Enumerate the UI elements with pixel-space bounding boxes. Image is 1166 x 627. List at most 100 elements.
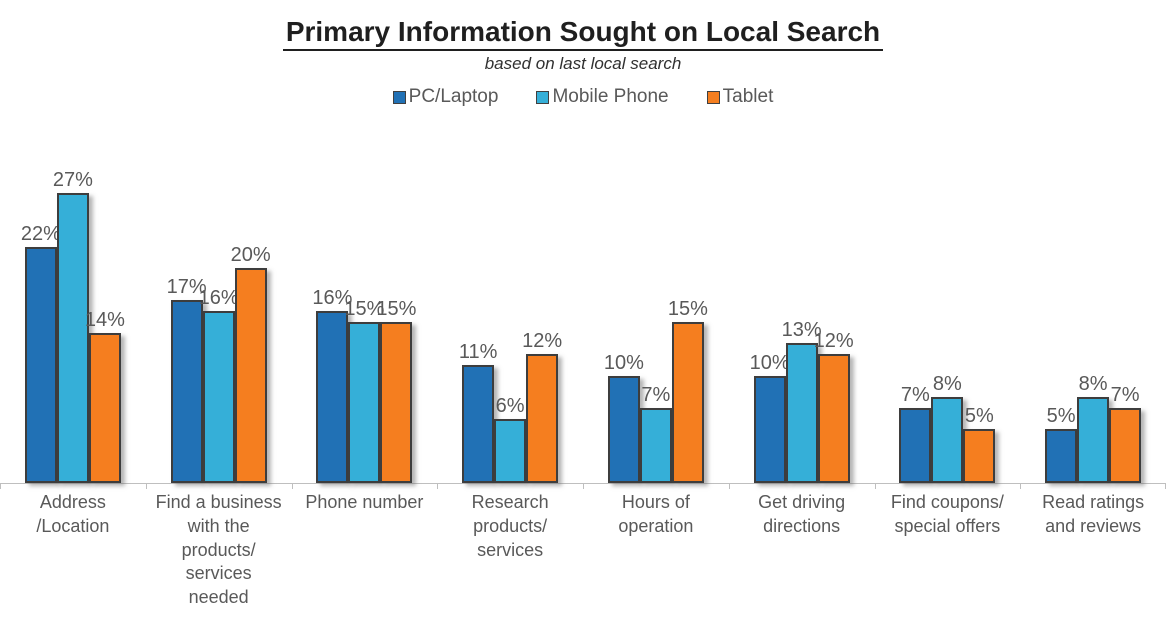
chart-subtitle: based on last local search — [484, 54, 682, 73]
bar-tablet-get-driving: 12% — [814, 331, 854, 483]
bar-rect — [899, 407, 932, 483]
bar-mobile-phone-phone-number: 15% — [344, 299, 384, 483]
data-label: 17% — [166, 276, 207, 299]
data-label: 8% — [932, 373, 962, 396]
bar-mobile-phone-address: 27% — [53, 170, 93, 483]
axis-tick — [583, 484, 584, 489]
data-label: 7% — [1110, 383, 1140, 406]
legend: PC/Laptop Mobile Phone Tablet — [0, 86, 1166, 108]
category-label: Address /Location — [36, 492, 110, 536]
bar-rect — [316, 311, 349, 483]
bar-tablet-hours-of: 15% — [668, 299, 708, 483]
plot-area: 22% 27% 14% 17% 16% 20% 16% 15% 15% 11% 6% 12% 10% 7%… — [0, 117, 1166, 484]
bar-rect — [1045, 429, 1078, 483]
bar-pc-laptop-research: 11% — [459, 342, 497, 483]
data-label: 15% — [667, 297, 708, 320]
bar-pc-laptop-phone-number: 16% — [312, 288, 352, 483]
axis-tick — [874, 484, 876, 489]
chart-area: 22% 27% 14% 17% 16% 20% 16% 15% 15% 11% 6% 12% 10% 7%… — [0, 117, 1166, 489]
bar-mobile-phone-find-coupons: 8% — [931, 374, 964, 483]
data-label: 20% — [230, 244, 271, 267]
bar-rect — [963, 429, 996, 483]
axis-tick — [437, 484, 439, 489]
bar-rect — [170, 300, 203, 483]
legend-swatch-tablet — [706, 90, 720, 104]
bar-group-find-coupons: 7% 8% 5% — [875, 374, 1021, 483]
legend-label-pc-laptop: PC/Laptop — [408, 86, 499, 107]
bar-tablet-address: 14% — [85, 310, 125, 483]
bar-rect — [202, 311, 235, 483]
data-label: 16% — [312, 287, 353, 310]
data-label: 7% — [900, 383, 930, 406]
data-label: 5% — [964, 405, 994, 428]
bar-mobile-phone-read-ratings: 8% — [1077, 374, 1110, 483]
axis-tick — [145, 484, 147, 489]
bar-group-research: 11% 6% 12% — [437, 331, 583, 483]
category-label: Find a business with the products/ servi… — [155, 492, 282, 607]
axis-tick — [0, 484, 1, 489]
axis-ticks — [0, 484, 1166, 490]
bar-rect — [526, 354, 559, 483]
data-label: 5% — [1046, 405, 1076, 428]
legend-item-tablet: Tablet — [706, 86, 774, 108]
bar-rect — [234, 268, 267, 483]
bar-rect — [671, 321, 704, 483]
category-label: Hours of operation — [618, 492, 694, 536]
category-label: Read ratings and reviews — [1042, 492, 1145, 536]
bar-rect — [1109, 407, 1142, 483]
bar-pc-laptop-find-a-business: 17% — [167, 277, 207, 483]
bar-rect — [56, 193, 89, 483]
bar-group-read-ratings: 5% 8% 7% — [1020, 374, 1166, 483]
data-label: 10% — [749, 351, 790, 374]
bar-tablet-find-coupons: 5% — [963, 406, 996, 483]
bar-rect — [88, 332, 121, 483]
data-label: 15% — [344, 297, 385, 320]
bar-pc-laptop-get-driving: 10% — [750, 353, 790, 483]
bar-mobile-phone-research: 6% — [494, 396, 527, 483]
bar-rect — [494, 418, 527, 483]
bar-rect — [931, 397, 964, 483]
data-label: 16% — [198, 287, 239, 310]
data-label: 13% — [781, 319, 822, 342]
data-label: 12% — [813, 330, 854, 353]
bar-mobile-phone-get-driving: 13% — [782, 320, 822, 483]
bar-rect — [348, 321, 381, 483]
bar-group-phone-number: 16% 15% 15% — [292, 288, 438, 483]
data-label: 12% — [522, 330, 563, 353]
category-label: Get driving directions — [758, 492, 846, 536]
bar-rect — [817, 354, 850, 483]
legend-item-mobile-phone: Mobile Phone — [536, 86, 669, 108]
bar-tablet-read-ratings: 7% — [1109, 385, 1142, 483]
chart-title: Primary Information Sought on Local Sear… — [282, 16, 884, 51]
category-axis: Address /Location Find a business with th… — [0, 491, 1166, 610]
axis-tick — [728, 484, 730, 489]
bar-group-address: 22% 27% 14% — [0, 170, 146, 483]
legend-item-pc-laptop: PC/Laptop — [392, 86, 499, 108]
legend-swatch-pc-laptop — [392, 90, 406, 104]
legend-label-tablet: Tablet — [722, 86, 774, 107]
bar-rect — [639, 407, 672, 483]
bar-mobile-phone-hours-of: 7% — [639, 385, 672, 483]
data-label: 7% — [641, 383, 671, 406]
data-label: 22% — [20, 222, 61, 245]
bar-rect — [380, 321, 413, 483]
bar-tablet-find-a-business: 20% — [231, 245, 271, 483]
title-wrap: Primary Information Sought on Local Sear… — [0, 0, 1166, 51]
bar-pc-laptop-find-coupons: 7% — [899, 385, 932, 483]
bar-group-hours-of: 10% 7% 15% — [583, 299, 729, 483]
legend-swatch-mobile-phone — [536, 90, 550, 104]
bar-rect — [785, 343, 818, 483]
data-label: 8% — [1078, 373, 1108, 396]
category-label: Research products/ services — [471, 492, 549, 560]
bar-rect — [1077, 397, 1110, 483]
category-label: Find coupons/ special offers — [890, 492, 1004, 536]
bar-rect — [607, 375, 640, 483]
bar-rect — [462, 364, 495, 483]
bar-rect — [753, 375, 786, 483]
bar-group-find-a-business: 17% 16% 20% — [146, 245, 292, 483]
bar-rect — [24, 246, 57, 483]
data-label: 27% — [52, 169, 93, 192]
bar-pc-laptop-address: 22% — [21, 224, 61, 483]
bar-pc-laptop-hours-of: 10% — [604, 353, 644, 483]
